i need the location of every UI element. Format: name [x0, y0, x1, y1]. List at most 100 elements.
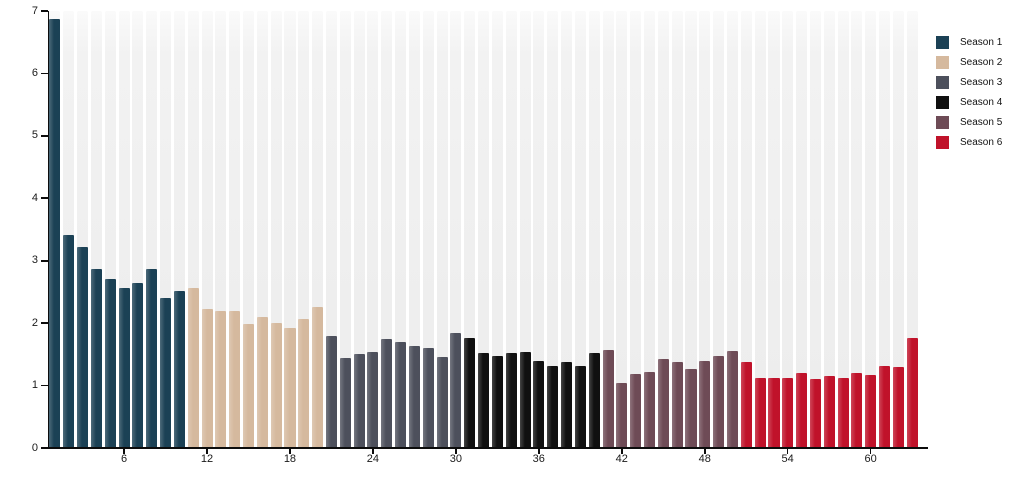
x-tick-label-60: 60	[864, 453, 877, 465]
background-stripe	[892, 11, 904, 448]
bar-season-1-episode-5	[104, 279, 116, 448]
episode-slot-50	[726, 11, 740, 448]
bar-season-3-episode-26	[395, 341, 407, 448]
bar-season-2-episode-15	[242, 324, 255, 448]
bar-season-4-episode-39	[574, 365, 586, 448]
episode-slot-5	[103, 11, 117, 448]
y-tick-label-2: 2	[31, 316, 38, 329]
y-tick-label-3: 3	[31, 254, 38, 267]
bar-season-1-episode-4	[90, 269, 102, 448]
legend-swatch-season-4	[936, 95, 949, 109]
background-stripe	[256, 11, 268, 448]
episode-slot-49	[712, 11, 726, 448]
bar-season-5-episode-46	[671, 361, 683, 448]
bar-season-2-episode-19	[298, 319, 310, 448]
background-stripe	[118, 11, 130, 448]
background-stripe	[242, 11, 255, 448]
episode-slot-17	[269, 11, 283, 448]
x-tick-30	[455, 449, 457, 454]
legend-label: Season 1	[960, 36, 1003, 48]
x-tick-label-6: 6	[120, 453, 128, 465]
background-stripe	[906, 11, 918, 448]
bar-season-5-episode-49	[713, 356, 725, 448]
episode-slot-27	[408, 11, 422, 448]
background-stripe	[726, 11, 739, 448]
legend-label: Season 6	[960, 136, 1003, 148]
bar-season-6-episode-52	[754, 378, 766, 448]
background-stripe	[229, 11, 241, 448]
bar-season-6-episode-62	[892, 367, 904, 448]
x-tick-54	[786, 449, 789, 454]
bar-season-6-episode-57	[823, 376, 835, 448]
episode-slot-25	[380, 11, 394, 448]
bar-season-2-episode-18	[284, 327, 296, 448]
x-tick-label-12: 12	[200, 453, 214, 465]
background-stripe	[284, 11, 296, 448]
bar-season-5-episode-50	[726, 351, 739, 448]
y-tick-label-5: 5	[31, 129, 38, 142]
bar-season-2-episode-20	[312, 306, 324, 448]
bar-season-4-episode-37	[547, 365, 559, 448]
y-tick-label-0: 0	[31, 441, 38, 454]
y-tick-label-4: 4	[31, 191, 38, 204]
bar-season-3-episode-28	[422, 347, 434, 448]
bar-season-1-episode-10	[173, 290, 185, 448]
bar-season-3-episode-30	[450, 333, 462, 448]
episode-slot-58	[836, 11, 850, 448]
background-stripe	[616, 11, 628, 448]
bar-season-3-episode-21	[325, 336, 337, 448]
background-stripe	[146, 11, 158, 448]
bar-season-1-episode-6	[118, 288, 130, 448]
legend-swatch-season-5	[936, 115, 949, 129]
x-tick-12	[206, 449, 208, 454]
episode-slot-46	[670, 11, 684, 448]
episode-slot-43	[629, 11, 643, 448]
episode-slot-13	[214, 11, 228, 448]
legend-item-season-3: Season 3	[936, 72, 1002, 92]
legend-label: Season 2	[960, 56, 1003, 68]
bar-season-1-episode-9	[160, 298, 172, 448]
episode-slot-55	[795, 11, 809, 448]
background-stripe	[104, 11, 116, 448]
episode-slot-31	[463, 11, 477, 448]
bar-season-1-episode-3	[77, 246, 89, 448]
x-axis-spine	[44, 447, 928, 449]
y-tick-4	[41, 197, 48, 200]
background-stripe	[422, 11, 434, 448]
episode-slot-47	[684, 11, 698, 448]
bar-season-1-episode-1	[49, 18, 61, 448]
episode-slot-8	[145, 11, 159, 448]
background-stripe	[215, 11, 227, 448]
x-tick-60	[869, 449, 872, 454]
episode-slot-28	[421, 11, 435, 448]
background-stripe	[491, 11, 503, 448]
bar-season-3-episode-27	[408, 346, 420, 448]
legend-item-season-4: Season 4	[936, 92, 1002, 112]
background-stripe	[837, 11, 849, 448]
episode-slot-38	[560, 11, 574, 448]
episode-slot-48	[698, 11, 712, 448]
y-tick-6	[41, 72, 48, 75]
episode-slot-29	[435, 11, 449, 448]
episode-slot-10	[172, 11, 186, 448]
legend-item-season-1: Season 1	[936, 32, 1002, 52]
background-stripe	[408, 11, 420, 448]
episode-slot-56	[809, 11, 823, 448]
bar-season-1-episode-8	[146, 269, 158, 448]
bar-season-2-episode-14	[229, 310, 241, 448]
bar-season-5-episode-48	[699, 361, 711, 448]
bar-season-4-episode-36	[533, 361, 545, 448]
episode-slot-41	[601, 11, 615, 448]
episode-slot-35	[518, 11, 532, 448]
episode-slot-6	[117, 11, 131, 448]
background-stripe	[851, 11, 863, 448]
background-stripe	[699, 11, 711, 448]
background-stripe	[187, 11, 199, 448]
bar-season-2-episode-16	[256, 316, 268, 448]
background-stripe	[77, 11, 89, 448]
bar-season-3-episode-23	[353, 354, 365, 448]
background-stripe	[879, 11, 891, 448]
legend-swatch-season-2	[936, 55, 949, 69]
x-tick-36	[538, 449, 540, 454]
